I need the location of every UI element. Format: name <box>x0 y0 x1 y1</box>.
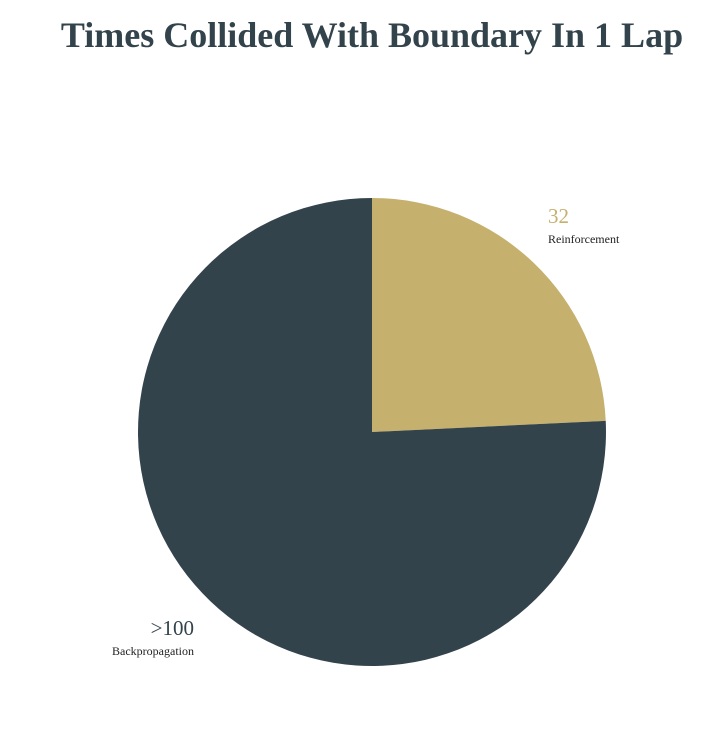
slice-value-label: 32 <box>548 204 569 228</box>
slice-value-label: >100 <box>151 616 194 640</box>
slice-category-label: Backpropagation <box>112 644 194 658</box>
slice-category-label: Reinforcement <box>548 232 620 246</box>
pie-slices <box>137 198 606 667</box>
chart-title: Times Collided With Boundary In 1 Lap <box>60 15 684 55</box>
pie-labels: 32 Reinforcement >100 Backpropagation <box>112 204 620 658</box>
pie-slice-backpropagation <box>137 198 606 667</box>
pie-slice-reinforcement <box>372 198 606 432</box>
